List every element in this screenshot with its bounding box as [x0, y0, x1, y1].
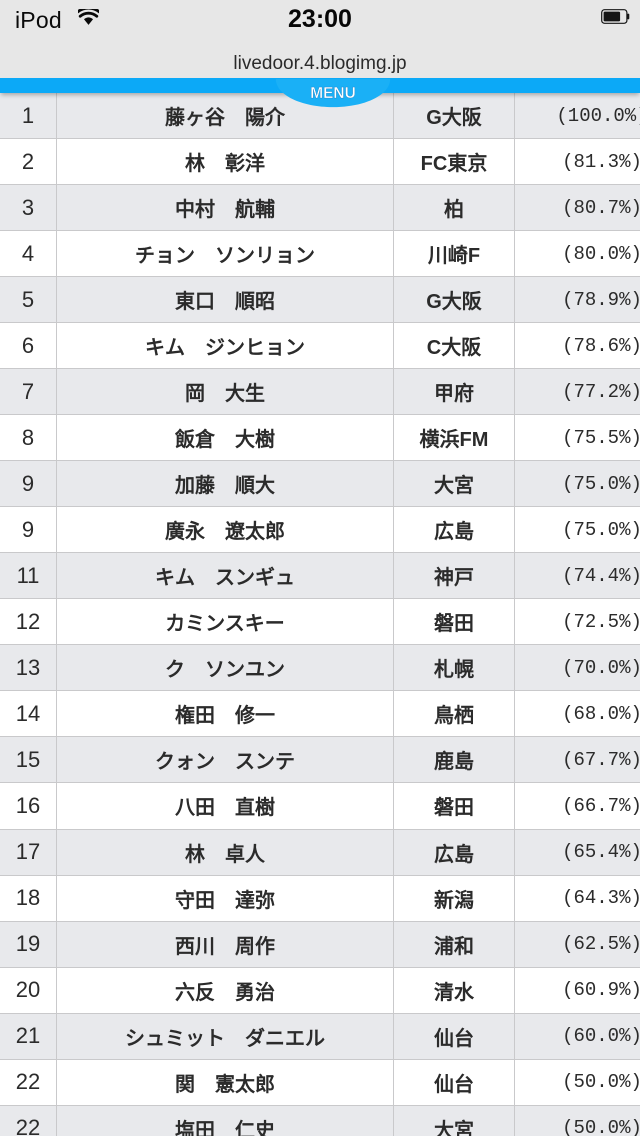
svg-text:MENU: MENU	[310, 85, 356, 102]
